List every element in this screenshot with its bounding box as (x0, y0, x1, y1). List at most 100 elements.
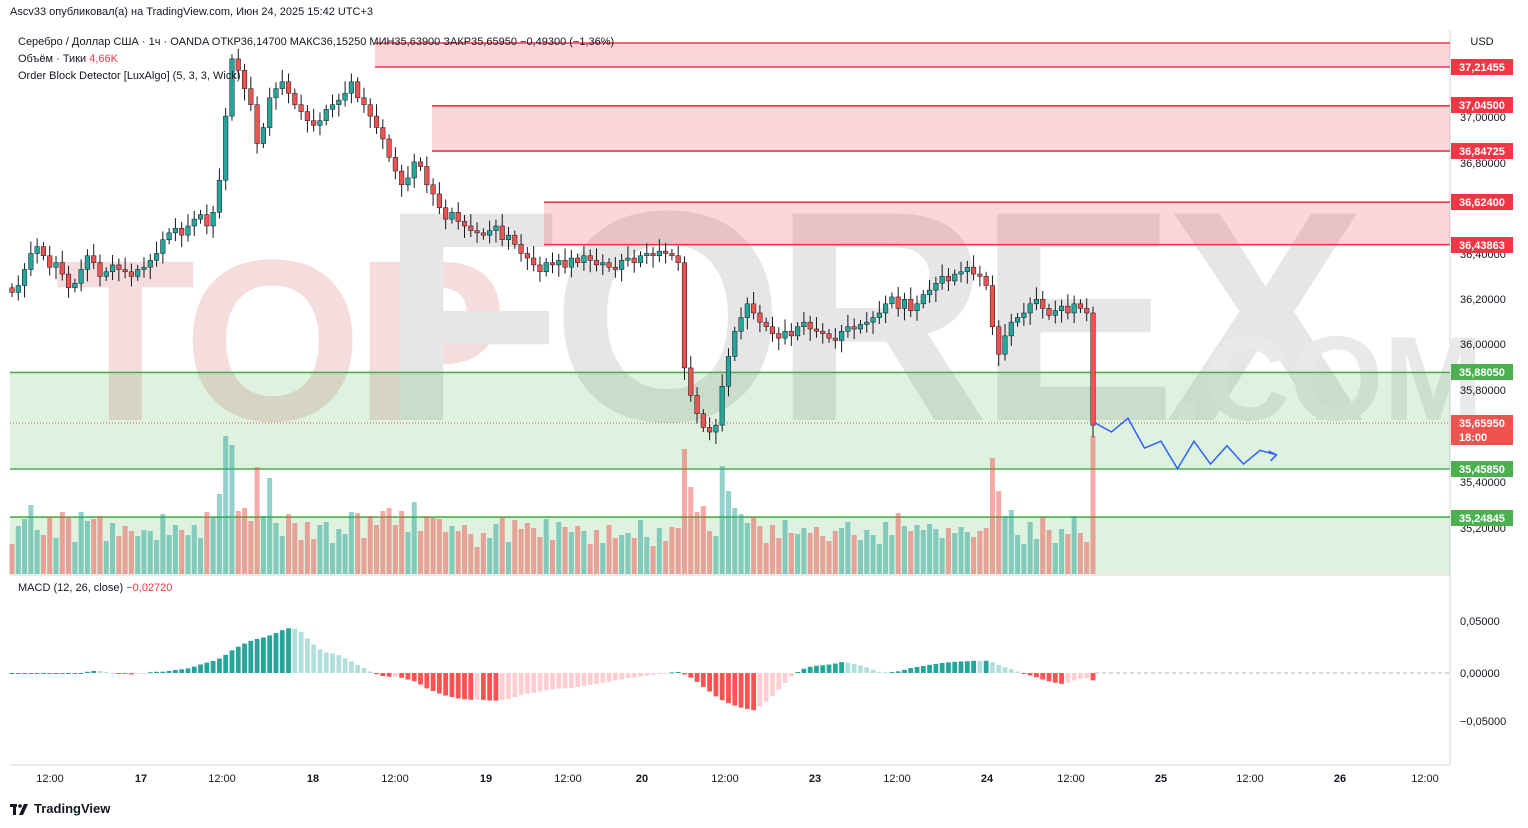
candle-down (518, 244, 524, 254)
volume-bar (933, 529, 939, 574)
volume-bar (725, 491, 731, 574)
macd-bar (638, 673, 643, 677)
candle-down (537, 264, 543, 273)
volume-bar (493, 524, 499, 574)
candle-up (53, 262, 59, 268)
macd-bar (78, 673, 84, 674)
time-tick-label: 26 (1334, 773, 1346, 785)
macd-bar (34, 673, 40, 674)
macd-bar (355, 665, 361, 673)
macd-bar (977, 660, 983, 673)
volume-bar (22, 519, 28, 574)
volume-bar (128, 531, 134, 574)
macd-bar (864, 667, 870, 673)
macd-bar (47, 673, 53, 674)
candle-down (562, 260, 568, 268)
macd-bar (996, 664, 1002, 673)
candle-down (474, 230, 480, 234)
volume-bar (606, 525, 612, 574)
macd-bar (757, 673, 763, 707)
candle-up (1021, 312, 1027, 318)
candle-down (355, 81, 361, 99)
watermark-suffix: .COM (1170, 312, 1483, 446)
volume-bar (229, 445, 235, 574)
candle-up (656, 250, 662, 257)
candle-down (128, 271, 134, 277)
macd-bar (304, 638, 310, 673)
volume-bar (348, 512, 354, 574)
candle-down (977, 273, 983, 277)
macd-bar (669, 672, 675, 674)
volume-bar (66, 517, 72, 574)
volume-bar (34, 530, 40, 574)
candle-down (455, 212, 461, 222)
volume-bar (1059, 529, 1065, 574)
chart-legend: Серебро / Доллар США · 1ч · OANDA ОТКР36… (18, 34, 614, 85)
macd-bar (1034, 673, 1039, 678)
candle-down (1065, 305, 1071, 314)
macd-bar (663, 673, 669, 674)
volume-bar (958, 527, 964, 574)
candle-up (870, 317, 876, 323)
time-tick-label: 23 (809, 773, 821, 785)
candle-down (807, 321, 813, 330)
volume-bar (47, 517, 53, 574)
macd-bar (946, 662, 951, 673)
price-label-bg (1451, 194, 1513, 210)
candle-down (612, 266, 618, 270)
candle-up (883, 303, 889, 314)
candle-up (166, 232, 172, 240)
candle-up (644, 253, 650, 257)
macd-bar (832, 663, 838, 673)
volume-bar (78, 512, 84, 574)
candle-down (669, 253, 675, 257)
candle-down (832, 337, 838, 341)
volume-bar (53, 538, 59, 574)
volume-bar (374, 525, 380, 574)
macd-bar (323, 652, 329, 673)
time-tick-label: 12:00 (883, 773, 911, 785)
volume-bar (612, 538, 618, 574)
candle-down (707, 427, 713, 433)
candle-down (971, 266, 977, 275)
volume-bar (625, 533, 631, 574)
candle-down (650, 253, 656, 257)
macd-bar (845, 662, 851, 673)
volume-bar (637, 520, 643, 574)
price-tick-label: 36,80000 (1460, 158, 1506, 170)
candle-up (952, 273, 958, 282)
candle-down (179, 228, 185, 236)
volume-bar (681, 449, 687, 574)
volume-bar (1040, 517, 1046, 574)
candle-up (581, 255, 587, 263)
candle-up (964, 266, 970, 273)
volume-bar (700, 506, 706, 574)
candle-down (1077, 303, 1083, 309)
candle-down (813, 328, 820, 332)
candle-up (543, 262, 549, 273)
candle-down (788, 331, 794, 337)
macd-tick-label: −0,05000 (1460, 716, 1506, 728)
currency-label[interactable]: USD (1470, 36, 1494, 48)
volume-bar (141, 530, 147, 574)
volume-bar (191, 525, 197, 574)
candle-up (229, 58, 235, 117)
time-tick-label: 25 (1155, 773, 1167, 785)
price-label-bg (1451, 59, 1513, 75)
volume-bar (707, 531, 713, 574)
candle-up (876, 312, 882, 318)
macd-bar (990, 662, 995, 673)
macd-bar (858, 665, 863, 673)
time-tick-label: 17 (135, 773, 147, 785)
candle-up (1033, 299, 1039, 305)
macd-bar (1040, 673, 1046, 680)
volume-bar (273, 523, 279, 574)
volume-bar (411, 502, 417, 574)
candle-up (1008, 321, 1014, 337)
candle-down (1084, 308, 1090, 314)
macd-bar (694, 673, 700, 682)
volume-bar (518, 529, 524, 574)
volume-bar (1015, 535, 1021, 574)
